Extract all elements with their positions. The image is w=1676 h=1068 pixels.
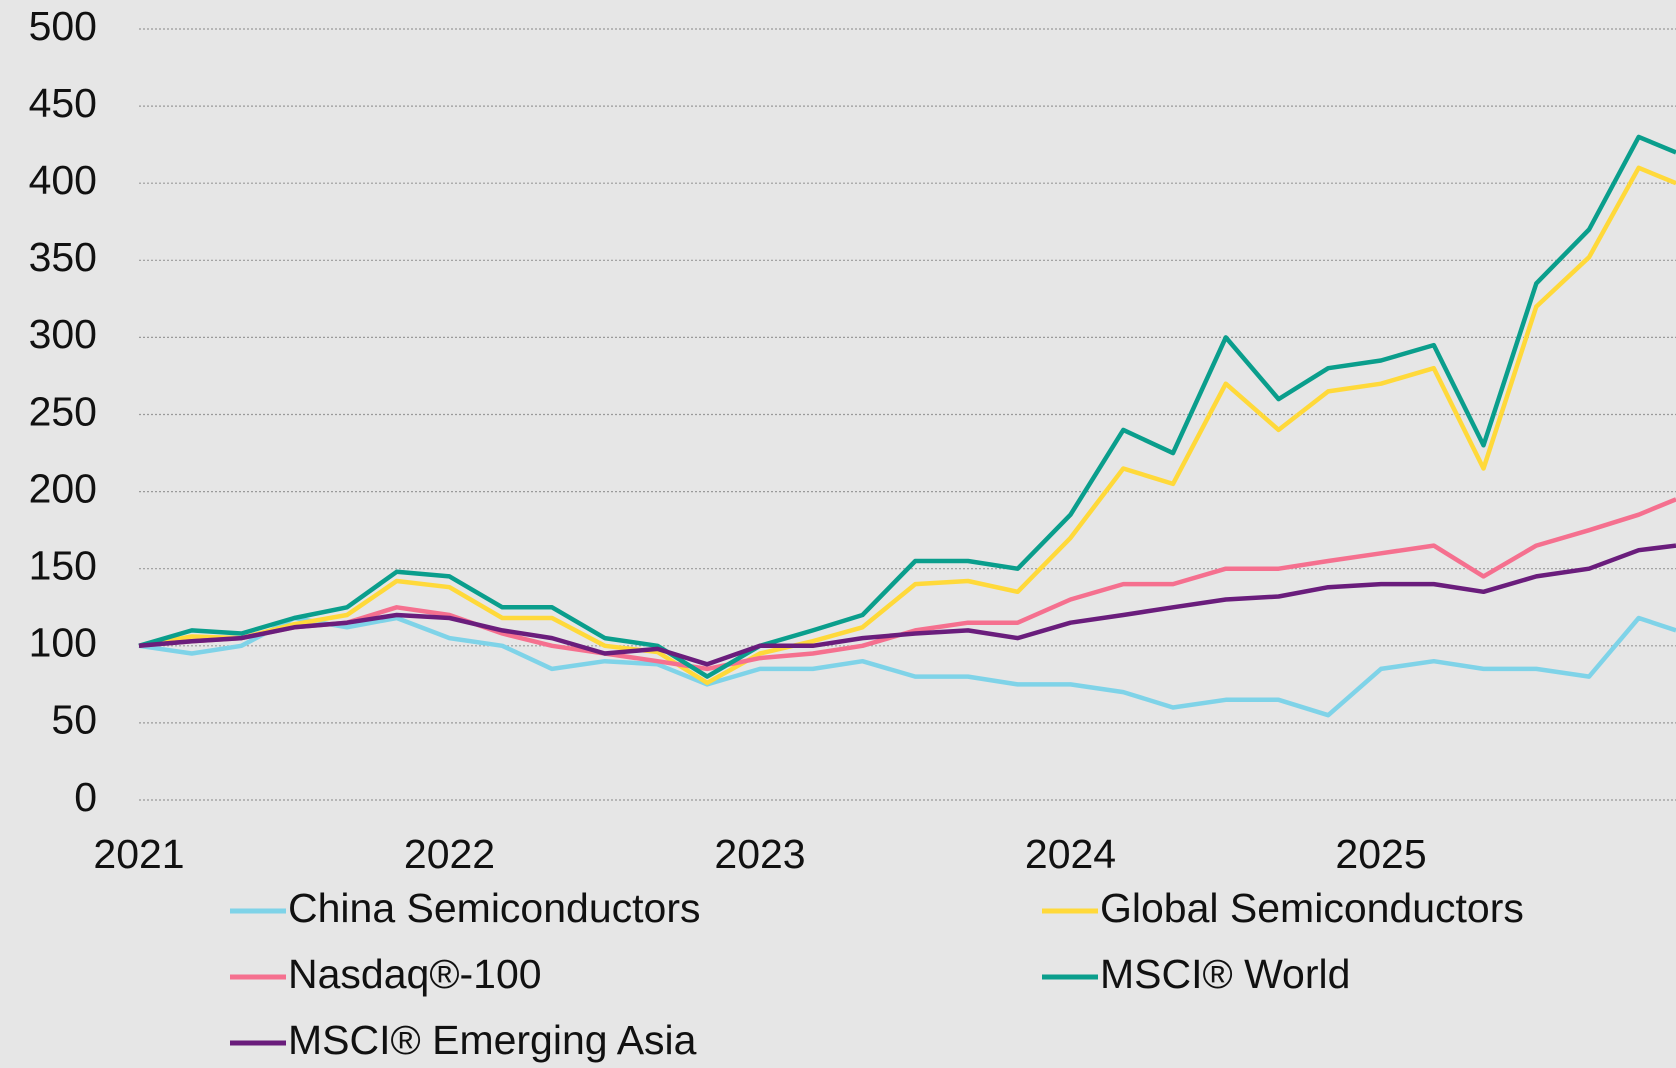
y-tick-label: 200 [29, 465, 97, 511]
y-tick-label: 400 [29, 157, 97, 203]
x-tick-label: 2023 [714, 831, 805, 877]
y-tick-label: 500 [29, 3, 97, 49]
x-tick-label: 2022 [404, 831, 495, 877]
y-tick-label: 150 [29, 543, 97, 589]
legend-label: Nasdaq®-100 [288, 951, 542, 997]
legend-label: China Semiconductors [288, 885, 700, 931]
x-tick-label: 2021 [93, 831, 184, 877]
series-line [138, 134, 1676, 679]
y-tick-label: 450 [29, 80, 97, 126]
x-tick-label: 2025 [1335, 831, 1426, 877]
y-tick-label: 350 [29, 234, 97, 280]
series-line [138, 497, 1676, 672]
y-tick-label: 300 [29, 311, 97, 357]
series-line [138, 543, 1676, 667]
y-tick-label: 100 [29, 620, 97, 666]
y-tick-label: 0 [74, 774, 97, 820]
y-tick-label: 250 [29, 388, 97, 434]
series-line [138, 165, 1676, 686]
x-tick-label: 2024 [1025, 831, 1116, 877]
series-line [138, 615, 1676, 718]
legend-label: MSCI® Emerging Asia [288, 1017, 697, 1063]
y-tick-label: 50 [51, 697, 97, 743]
legend-label: MSCI® World [1100, 951, 1350, 997]
legend-label: Global Semiconductors [1100, 885, 1524, 931]
